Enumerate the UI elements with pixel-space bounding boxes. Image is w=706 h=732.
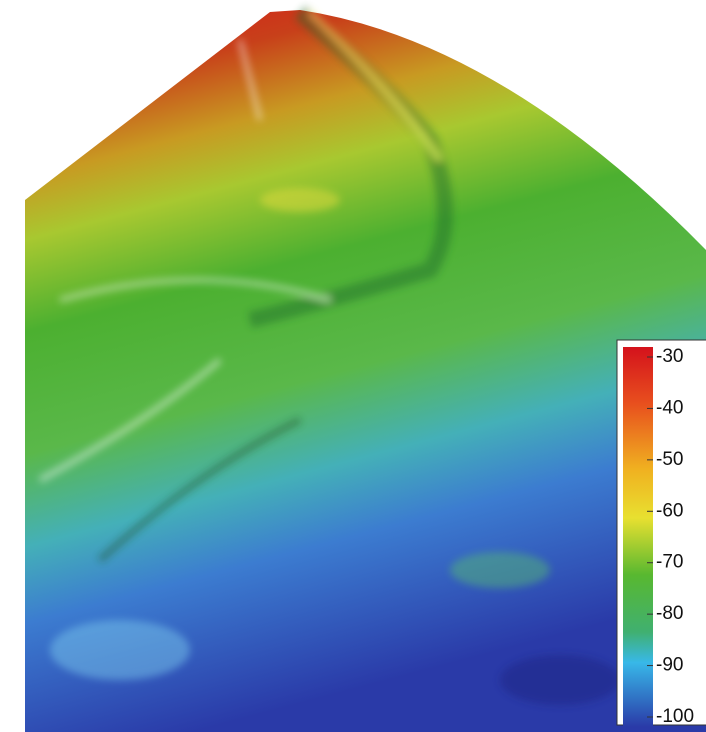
colorbar-tick-label: -40: [656, 397, 683, 418]
colorbar-tick-label: -60: [656, 500, 683, 521]
colorbar-tick-label: -30: [656, 346, 683, 367]
colorbar-tick-label: -80: [656, 603, 683, 624]
colorbar: [623, 347, 653, 727]
relief-shading: [38, 5, 620, 705]
colorbar-tick-label: -90: [656, 655, 683, 676]
colorbar-tick-label: -70: [656, 552, 683, 573]
colorbar-tick-label: -50: [656, 449, 683, 470]
colorbar-tick-label: -100: [656, 706, 694, 727]
terrain: [25, 10, 706, 732]
